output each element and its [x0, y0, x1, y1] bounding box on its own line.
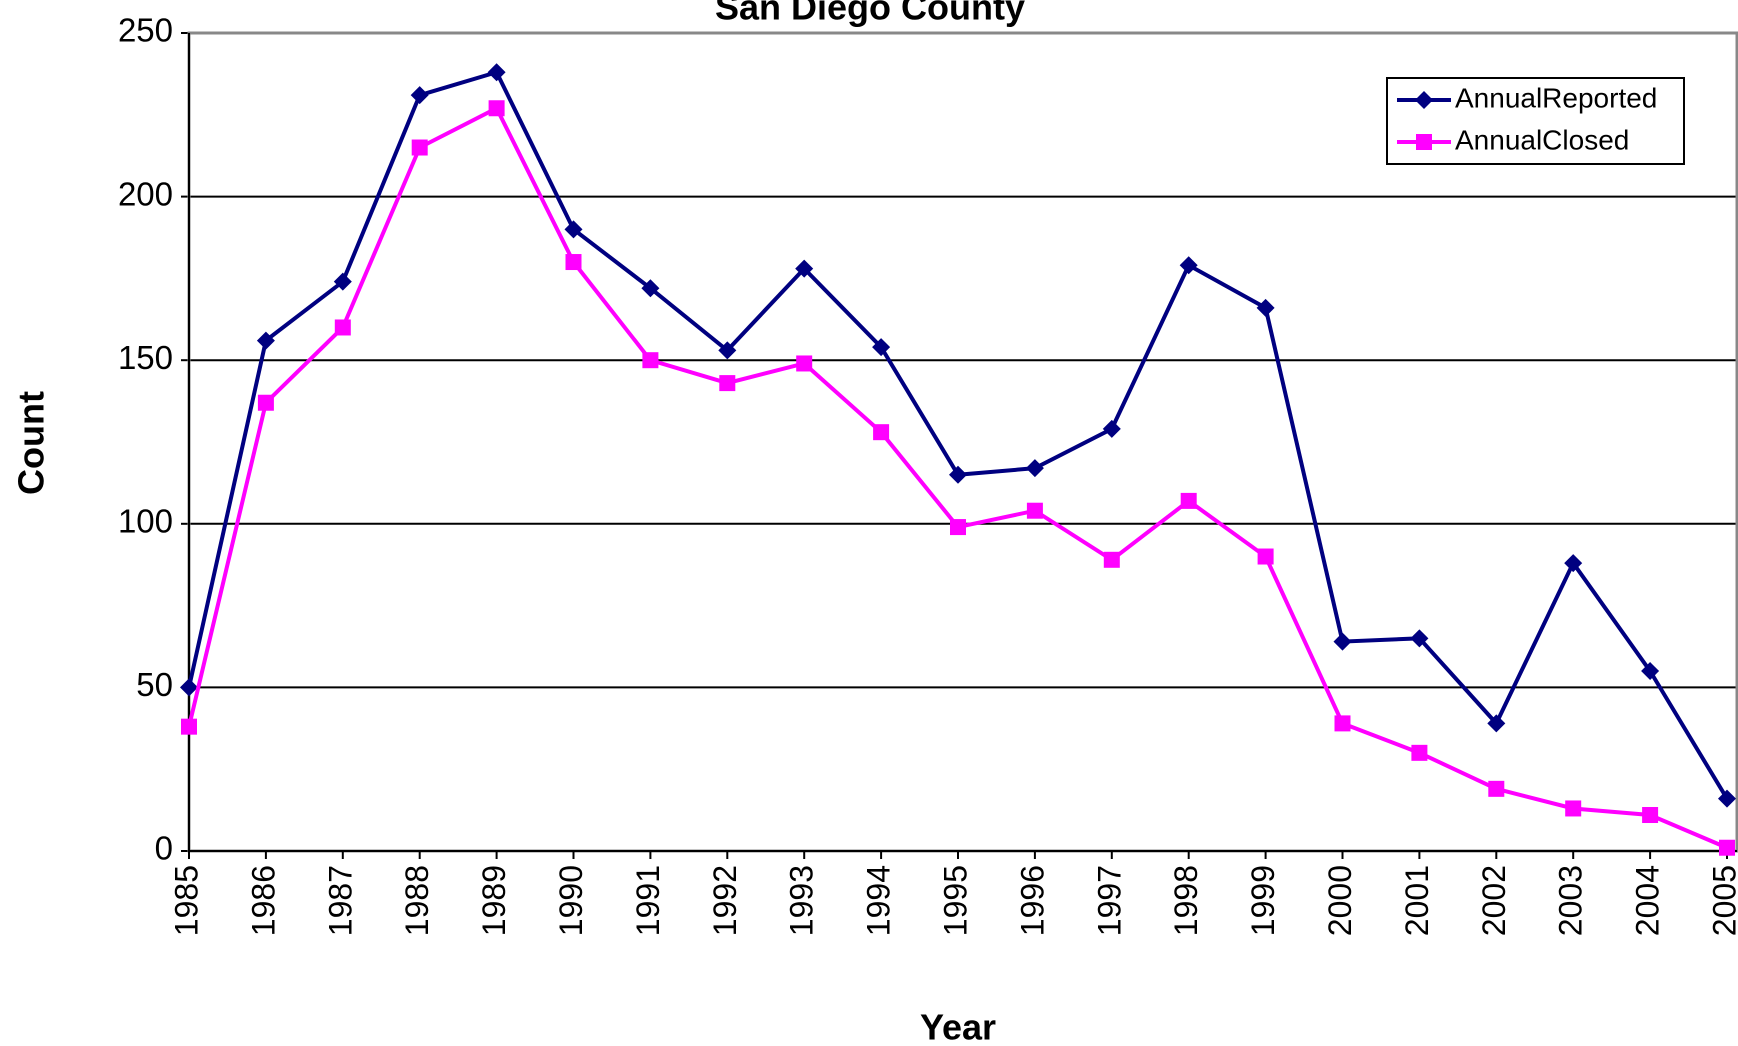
point — [949, 465, 967, 484]
point — [641, 279, 660, 298]
y-tick-label: 100 — [118, 503, 173, 540]
point — [1564, 554, 1583, 573]
point — [872, 338, 891, 357]
x-axis-label: Year — [920, 1007, 996, 1046]
point — [1565, 800, 1582, 817]
x-tick-label: 1991 — [630, 865, 666, 936]
x-tick-label: 1988 — [399, 865, 435, 936]
point — [642, 352, 659, 369]
point — [487, 63, 506, 82]
point — [1719, 839, 1735, 856]
x-tick-label: 2003 — [1553, 865, 1589, 936]
point — [1641, 662, 1660, 681]
point — [719, 375, 736, 392]
point — [488, 100, 505, 117]
legend-box — [1386, 77, 1685, 165]
x-tick-label: 1995 — [937, 865, 973, 936]
point — [1415, 91, 1433, 109]
point — [1103, 551, 1120, 568]
point — [565, 254, 582, 271]
x-tick-label: 1985 — [168, 865, 204, 936]
x-tick-label: 1998 — [1168, 865, 1204, 936]
point — [410, 86, 429, 105]
point — [564, 220, 583, 239]
point — [180, 678, 198, 697]
x-tick-label: 1992 — [707, 865, 743, 936]
x-tick-label: 2004 — [1630, 865, 1666, 936]
x-tick-label: 2005 — [1706, 865, 1738, 936]
point — [1718, 789, 1736, 808]
x-tick-label: 1993 — [784, 865, 820, 936]
point — [718, 341, 737, 360]
point — [334, 319, 351, 336]
point — [1179, 256, 1198, 275]
x-tick-label: 2000 — [1322, 865, 1358, 936]
y-tick-label: 0 — [155, 830, 173, 867]
point — [1642, 807, 1659, 824]
point — [795, 259, 814, 278]
point — [1257, 548, 1274, 565]
point — [257, 394, 274, 411]
point — [1411, 744, 1428, 761]
point — [873, 424, 890, 441]
point — [1333, 632, 1352, 651]
y-tick-label: 250 — [118, 12, 173, 49]
x-tick-label: 1986 — [245, 865, 281, 936]
point — [333, 272, 352, 291]
x-tick-label: 1990 — [553, 865, 589, 936]
chart-title: San Diego County — [715, 0, 1025, 28]
point — [1102, 419, 1121, 438]
point — [1410, 629, 1429, 648]
legend-label: AnnualClosed — [1455, 124, 1629, 155]
point — [1487, 714, 1506, 733]
point — [1416, 134, 1432, 150]
point — [1026, 502, 1043, 519]
x-tick-label: 1989 — [476, 865, 512, 936]
y-tick-label: 50 — [136, 666, 173, 703]
point — [796, 355, 813, 372]
point — [950, 519, 966, 536]
x-tick-label: 1997 — [1091, 865, 1127, 936]
x-tick-label: 2002 — [1476, 865, 1512, 936]
legend-label: AnnualReported — [1455, 82, 1657, 113]
point — [256, 331, 275, 350]
y-tick-label: 200 — [118, 175, 173, 212]
point — [181, 718, 197, 735]
x-tick-label: 1987 — [322, 865, 358, 936]
point — [1334, 715, 1351, 732]
x-tick-label: 1994 — [861, 865, 897, 936]
point — [1025, 459, 1044, 478]
x-tick-label: 2001 — [1399, 865, 1435, 936]
point — [411, 139, 428, 156]
point — [1180, 492, 1197, 509]
y-tick-label: 150 — [118, 339, 173, 376]
y-axis-label: Count — [11, 391, 52, 495]
x-tick-label: 1999 — [1245, 865, 1281, 936]
series-line — [187, 69, 1729, 800]
point — [1488, 780, 1505, 797]
x-tick-label: 1996 — [1014, 865, 1050, 936]
point — [1256, 298, 1275, 317]
